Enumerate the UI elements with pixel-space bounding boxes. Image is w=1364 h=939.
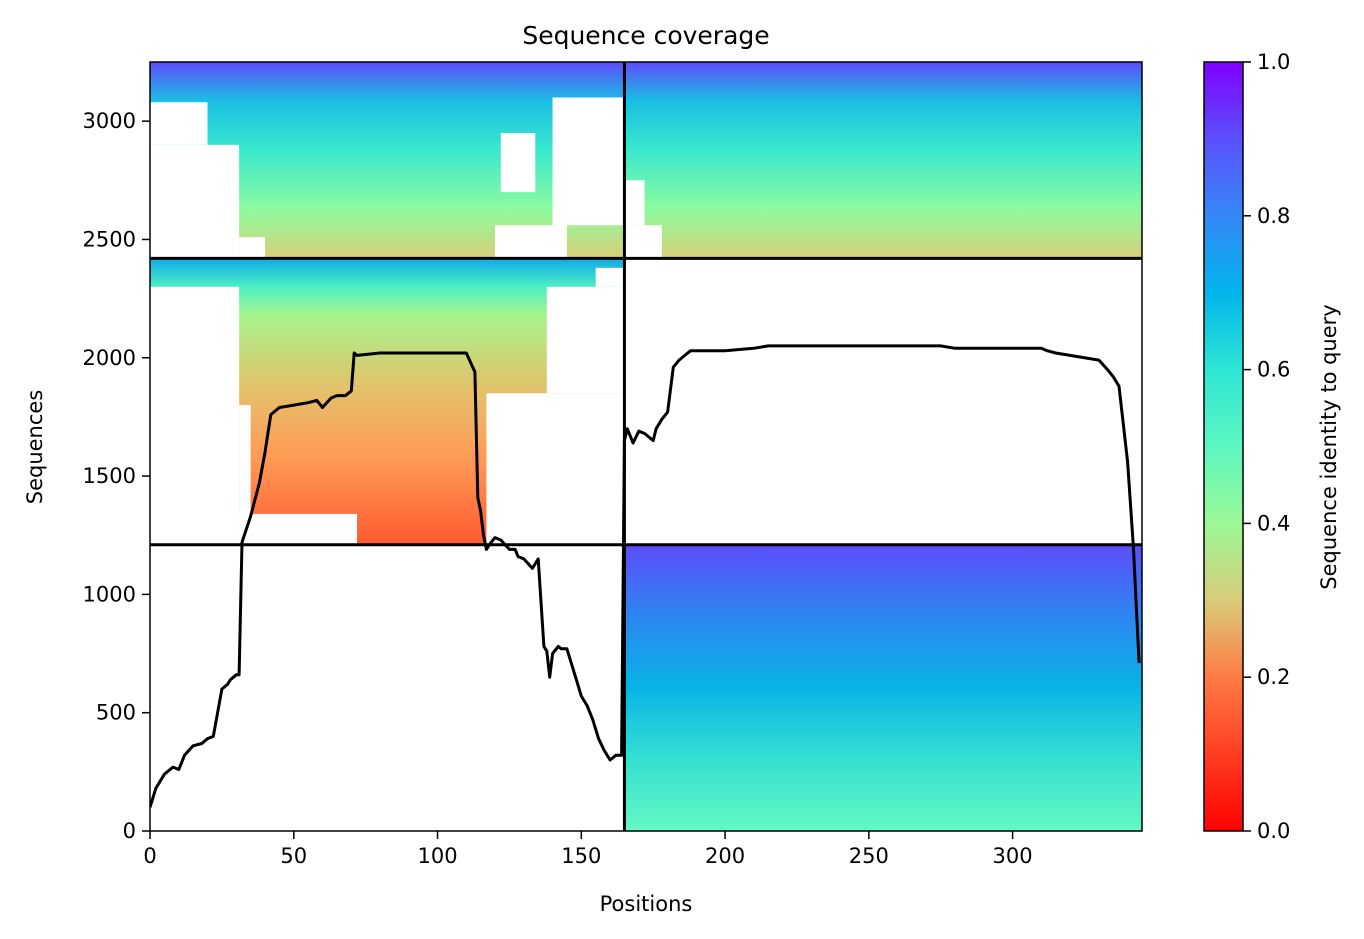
coverage-gap [624, 225, 662, 259]
y-axis: 0 500 1000 1500 2000 2500 3000 [83, 109, 150, 843]
coverage-gap [150, 102, 208, 145]
colorbar-tick-label: 0.4 [1257, 511, 1290, 535]
plot-area [150, 62, 1142, 831]
colorbar-tick-label: 0.0 [1257, 819, 1290, 843]
x-tick-label: 250 [849, 844, 889, 868]
coverage-gap [595, 267, 625, 287]
colorbar-tick-label: 0.2 [1257, 665, 1290, 689]
colorbar: 0.0 0.2 0.4 0.6 0.8 1.0 Sequence identity to … [1203, 50, 1341, 843]
coverage-gap [239, 513, 358, 545]
x-axis: 0 50 100 150 200 250 300 [143, 831, 1033, 868]
coverage-gap [624, 180, 645, 226]
x-tick-label: 0 [143, 844, 156, 868]
x-tick-label: 150 [561, 844, 601, 868]
coverage-gap [486, 393, 625, 545]
coverage-line [150, 344, 1141, 808]
y-tick-label: 1500 [83, 464, 136, 488]
y-tick-label: 2000 [83, 346, 136, 370]
y-tick-label: 3000 [83, 109, 136, 133]
colorbar-label: Sequence identity to query [1317, 304, 1341, 589]
y-tick-label: 0 [123, 819, 136, 843]
x-tick-label: 100 [417, 844, 457, 868]
coverage-gaps [150, 97, 662, 545]
y-tick-label: 1000 [83, 582, 136, 606]
coverage-gap [239, 237, 266, 259]
coverage-gap [552, 97, 625, 226]
y-tick-label: 500 [96, 701, 136, 725]
coverage-gap [150, 144, 240, 259]
colorbar-tick-label: 1.0 [1257, 50, 1290, 74]
coverage-gap [500, 132, 536, 193]
x-tick-label: 200 [705, 844, 745, 868]
colorbar-ticks: 0.0 0.2 0.4 0.6 0.8 1.0 [1243, 50, 1290, 843]
x-axis-label: Positions [600, 892, 693, 916]
colorbar-tick-label: 0.6 [1257, 358, 1290, 382]
colorbar-gradient [1203, 61, 1244, 832]
colorbar-tick-label: 0.8 [1257, 204, 1290, 228]
plot-frame [149, 61, 1143, 832]
y-tick-label: 2500 [83, 227, 136, 251]
coverage-gap [150, 286, 240, 545]
y-axis-label: Sequences [23, 390, 47, 505]
coverage-heatmap [150, 62, 1142, 831]
coverage-gap [495, 225, 567, 259]
coverage-line-layer [150, 344, 1141, 808]
chart-title: Sequence coverage [522, 21, 769, 50]
coverage-gap [239, 405, 251, 545]
coverage-gap [546, 286, 625, 394]
coverage-block-lower [624, 544, 1142, 831]
x-tick-label: 300 [993, 844, 1033, 868]
x-tick-label: 50 [280, 844, 307, 868]
